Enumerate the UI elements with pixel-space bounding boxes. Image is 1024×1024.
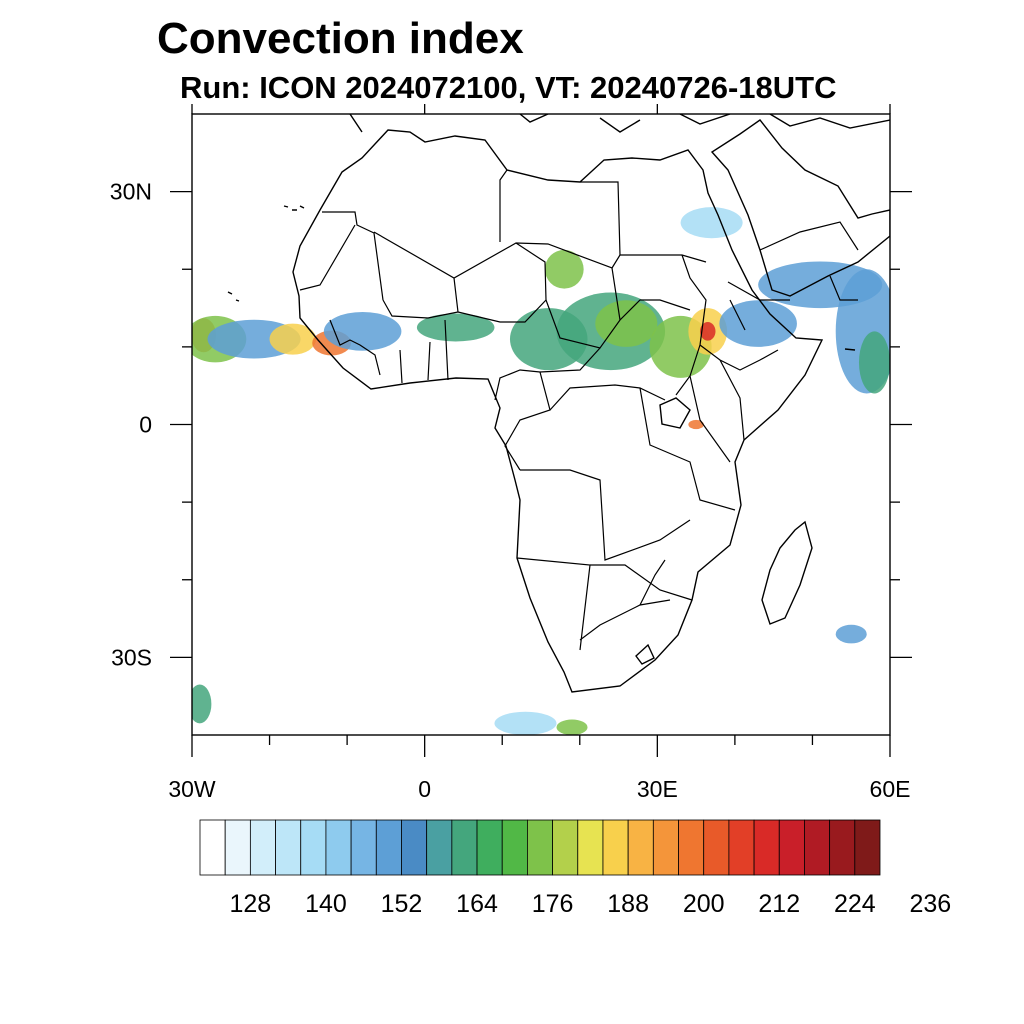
lesotho — [635, 643, 655, 665]
colorbar-swatch — [703, 819, 730, 876]
convection-cell — [699, 322, 716, 341]
colorbar-label: 188 — [607, 890, 649, 918]
colorbar-label: 224 — [834, 890, 876, 918]
colorbar-swatch — [224, 819, 251, 876]
convection-cell — [269, 323, 317, 355]
arabia-coastline — [710, 119, 890, 297]
x-tick-label: 60E — [870, 776, 911, 802]
colorbar-swatch — [199, 819, 226, 876]
colorbar-swatch — [804, 819, 831, 876]
colorbar-swatch — [325, 819, 352, 876]
convection-field — [192, 207, 890, 735]
convection-cell — [544, 249, 584, 289]
colorbar-swatch — [778, 819, 805, 876]
x-tick-label: 30E — [637, 776, 678, 802]
axis-ticks — [170, 104, 912, 757]
colorbar-swatch — [350, 819, 377, 876]
convection-cell — [192, 684, 212, 724]
colorbar-swatch — [275, 819, 302, 876]
axis-tick-labels: 30W 0 30E 60E 30N 0 30S — [110, 179, 911, 802]
convection-cell — [688, 419, 704, 430]
convection-cell — [719, 300, 797, 347]
convection-cell — [680, 207, 743, 239]
colorbar-swatch — [451, 819, 478, 876]
x-tick-label: 30W — [168, 776, 216, 802]
lake-victoria — [659, 397, 691, 429]
colorbar-label: 128 — [230, 890, 272, 918]
colorbar-swatch — [728, 819, 755, 876]
convection-cell — [858, 331, 890, 394]
chart-title: Convection index — [157, 14, 524, 63]
colorbar-swatch — [476, 819, 503, 876]
colorbar: 128 140 152 164 176 188 200 212 224 236 — [199, 819, 952, 918]
colorbar-swatch — [854, 819, 881, 876]
convection-cell — [416, 313, 495, 342]
colorbar-swatch — [300, 819, 327, 876]
y-tick-label: 30N — [110, 179, 152, 205]
map-frame — [191, 113, 891, 736]
country-borders — [299, 169, 859, 651]
y-tick-label: 30S — [111, 644, 152, 670]
coastlines-and-borders — [227, 114, 890, 693]
europe-coast-fragment — [349, 114, 890, 133]
chart-subtitle: Run: ICON 2024072100, VT: 20240726-18UTC — [180, 70, 837, 105]
convection-cell — [835, 624, 867, 644]
x-tick-label: 0 — [418, 776, 431, 802]
convection-cell — [494, 711, 557, 735]
colorbar-label: 164 — [456, 890, 498, 918]
africa-coastline — [292, 129, 824, 693]
convection-cell — [323, 311, 402, 351]
madagascar-coastline — [761, 520, 813, 625]
colorbar-swatch — [652, 819, 679, 876]
colorbar-label: 152 — [381, 890, 423, 918]
convection-cell — [556, 719, 588, 735]
colorbar-label: 212 — [758, 890, 800, 918]
colorbar-swatch — [501, 819, 528, 876]
colorbar-swatch — [753, 819, 780, 876]
colorbar-swatch — [829, 819, 856, 876]
colorbar-swatch — [552, 819, 579, 876]
socotra-island — [844, 348, 856, 351]
colorbar-swatch — [627, 819, 654, 876]
colorbar-label: 200 — [683, 890, 725, 918]
convection-cell — [595, 300, 658, 347]
colorbar-swatch — [249, 819, 276, 876]
colorbar-swatch — [678, 819, 705, 876]
colorbar-swatch — [426, 819, 453, 876]
colorbar-swatch — [401, 819, 428, 876]
colorbar-label: 140 — [305, 890, 347, 918]
colorbar-label: 176 — [532, 890, 574, 918]
colorbar-swatch — [577, 819, 604, 876]
y-tick-label: 0 — [139, 412, 152, 438]
colorbar-swatch — [527, 819, 553, 876]
colorbar-swatch — [602, 819, 629, 876]
canary-islands — [283, 205, 305, 211]
colorbar-swatch — [375, 819, 402, 876]
cape-verde-islands — [227, 291, 240, 302]
colorbar-label: 236 — [910, 890, 952, 918]
